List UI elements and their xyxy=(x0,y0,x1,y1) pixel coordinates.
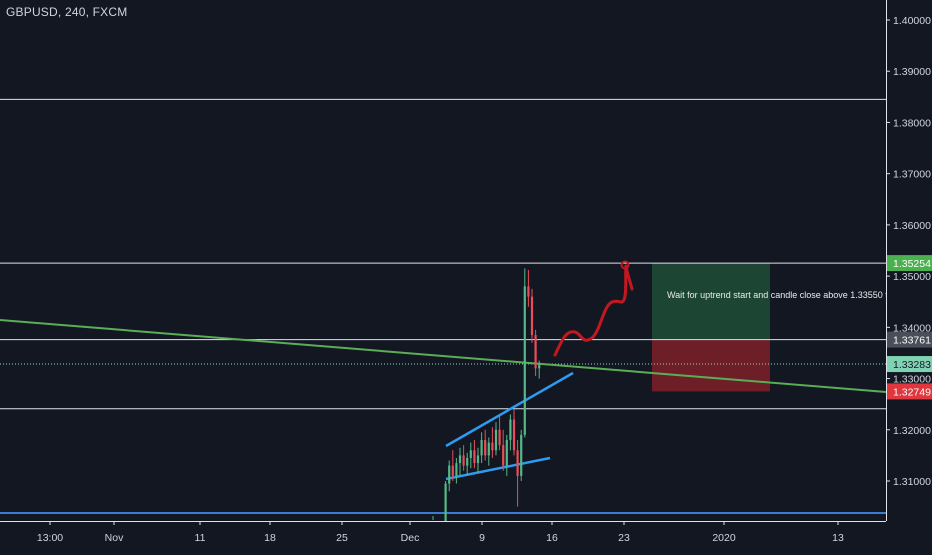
red-projection-arrow[interactable] xyxy=(553,264,634,357)
candle-10 xyxy=(476,447,480,474)
candle-body xyxy=(444,483,447,529)
price-tick-label: 1.36000 xyxy=(893,220,931,232)
candle-body xyxy=(538,364,541,369)
candle-body xyxy=(458,455,462,464)
channel-upper-line[interactable] xyxy=(445,371,574,448)
candle-body xyxy=(534,335,537,369)
candle-body xyxy=(462,455,465,466)
candle-6 xyxy=(462,445,465,471)
price-tick-label: 1.38000 xyxy=(893,117,931,129)
time-tick-label: 11 xyxy=(195,532,206,544)
price-tick-label: 1.39000 xyxy=(893,66,931,78)
candle-body xyxy=(512,419,516,451)
price-badge-target xyxy=(887,255,932,272)
candle-23 xyxy=(523,268,526,438)
candle-body xyxy=(502,445,505,466)
candle-body xyxy=(466,457,469,466)
time-tick-label: 16 xyxy=(546,532,558,544)
price-tick-label: 1.40000 xyxy=(893,15,931,27)
price-badge-stop xyxy=(887,383,932,400)
time-tick-label: 25 xyxy=(336,532,348,544)
candle-5 xyxy=(458,447,462,476)
candle-24 xyxy=(527,269,530,307)
candle-15 xyxy=(494,422,498,456)
candle-body xyxy=(509,419,512,441)
candle-3 xyxy=(451,450,454,481)
candle-body xyxy=(469,450,472,458)
candle-12 xyxy=(484,429,487,461)
candle-17 xyxy=(502,429,505,471)
candle-27 xyxy=(538,360,541,379)
candle-body xyxy=(484,440,487,456)
time-tick-label: Nov xyxy=(105,532,124,544)
price-badge-label: 1.35254 xyxy=(893,258,931,270)
time-axis-bg xyxy=(0,521,932,550)
candle-body xyxy=(448,465,451,484)
candle-body xyxy=(505,440,508,466)
candle-body xyxy=(451,465,454,476)
channel-lower-line[interactable] xyxy=(445,456,551,481)
price-badge-label: 1.33283 xyxy=(893,359,931,371)
price-tick-label: 1.33000 xyxy=(893,374,931,386)
candle-body xyxy=(494,429,498,451)
candle-25 xyxy=(530,288,534,343)
candle-26 xyxy=(534,329,537,376)
price-tick-label: 1.37000 xyxy=(893,169,931,181)
candle-22 xyxy=(520,429,523,481)
candle-body xyxy=(476,455,480,464)
time-tick-label: 13 xyxy=(832,532,844,544)
candle-body xyxy=(523,286,526,435)
candle-body xyxy=(480,440,483,456)
time-tick-label: Dec xyxy=(401,532,420,544)
price-tick-label: 1.35000 xyxy=(893,271,931,283)
price-badge-entry xyxy=(887,331,932,348)
candle-body xyxy=(498,429,501,446)
candle-body xyxy=(516,450,519,476)
candle-19 xyxy=(509,414,512,451)
candle-8 xyxy=(469,442,472,469)
price-tick-label: 1.32000 xyxy=(893,425,931,437)
stop-loss-zone xyxy=(652,339,770,392)
candle-20 xyxy=(512,409,516,456)
time-tick-label: 23 xyxy=(618,532,630,544)
time-tick-label: 18 xyxy=(264,532,276,544)
price-tick-label: 1.31000 xyxy=(893,476,931,488)
candle-body xyxy=(520,434,523,476)
candle-body xyxy=(530,296,534,336)
price-tick-label: 1.34000 xyxy=(893,322,931,334)
candle-7 xyxy=(466,452,469,476)
candle-16 xyxy=(498,414,501,451)
candle-11 xyxy=(480,432,483,464)
candle-4 xyxy=(455,457,458,484)
candle-body xyxy=(527,286,530,297)
candle-body xyxy=(473,450,476,464)
red-arrow-head xyxy=(620,260,630,270)
price-badge-last xyxy=(887,356,932,373)
candle-13 xyxy=(487,437,490,466)
time-tick-label: 9 xyxy=(479,532,485,544)
candle-21 xyxy=(516,440,519,507)
candle-14 xyxy=(491,427,494,458)
price-axis-bg xyxy=(886,0,932,550)
price-badge-label: 1.33761 xyxy=(893,335,931,347)
profit-zone xyxy=(652,263,770,340)
position-annotation: Wait for uptrend start and candle close … xyxy=(667,290,900,300)
candle-2 xyxy=(448,460,451,492)
candle-18 xyxy=(505,434,508,476)
price-badge-label: 1.32749 xyxy=(893,386,931,398)
symbol-title: GBPUSD, 240, FXCM xyxy=(6,5,128,19)
candle-body xyxy=(491,442,494,451)
candle-body xyxy=(455,463,458,476)
candle-9 xyxy=(473,440,476,469)
green-trendline[interactable] xyxy=(0,319,887,393)
time-tick-label: 13:00 xyxy=(37,532,63,544)
time-tick-label: 2020 xyxy=(712,532,736,544)
candle-body xyxy=(487,442,490,456)
